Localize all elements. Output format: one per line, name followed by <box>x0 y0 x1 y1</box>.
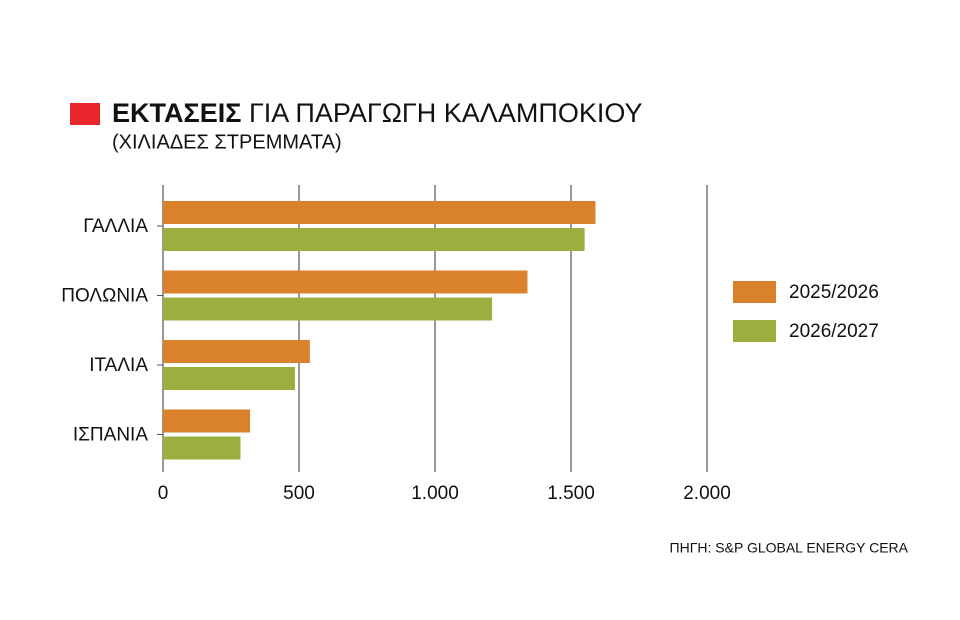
bar <box>163 436 241 460</box>
bar <box>163 201 596 224</box>
chart-subtitle: (ΧΙΛΙΑΔΕΣ ΣΤΡΕΜΜΑΤΑ) <box>112 131 342 153</box>
legend-label: 2025/2026 <box>789 282 879 303</box>
legend-swatch <box>733 320 776 342</box>
y-tick-label: ΙΤΑΛΙΑ <box>89 355 148 376</box>
bar <box>163 367 295 390</box>
y-tick-label: ΓΑΛΛΙΑ <box>83 216 148 237</box>
x-tick-label: 1.000 <box>411 483 459 504</box>
chart-title: ΕΚΤΑΣΕΙΣ ΓΙΑ ΠΑΡΑΓΩΓΗ ΚΑΛΑΜΠΟΚΙΟΥ <box>112 98 642 128</box>
x-tick-label: 1.500 <box>547 483 595 504</box>
title-bold: ΕΚΤΑΣΕΙΣ <box>112 98 241 128</box>
bar <box>163 228 585 251</box>
bar <box>163 270 528 294</box>
legend-label: 2026/2027 <box>789 321 879 342</box>
x-tick-label: 0 <box>158 483 169 504</box>
title-marker <box>70 103 100 125</box>
bar <box>163 340 310 363</box>
title-rest: ΓΙΑ ΠΑΡΑΓΩΓΗ ΚΑΛΑΜΠΟΚΙΟΥ <box>249 98 643 128</box>
source: ΠΗΓΗ: S&P GLOBAL ENERGY CERA <box>669 540 908 556</box>
x-tick-label: 2.000 <box>683 483 731 504</box>
y-tick-label: ΠΟΛΩΝΙΑ <box>61 286 148 307</box>
y-tick-label: ΙΣΠΑΝΙΑ <box>73 425 148 446</box>
bar <box>163 297 493 321</box>
bar <box>163 409 251 433</box>
x-tick-label: 500 <box>283 483 315 504</box>
legend-swatch <box>733 281 776 303</box>
